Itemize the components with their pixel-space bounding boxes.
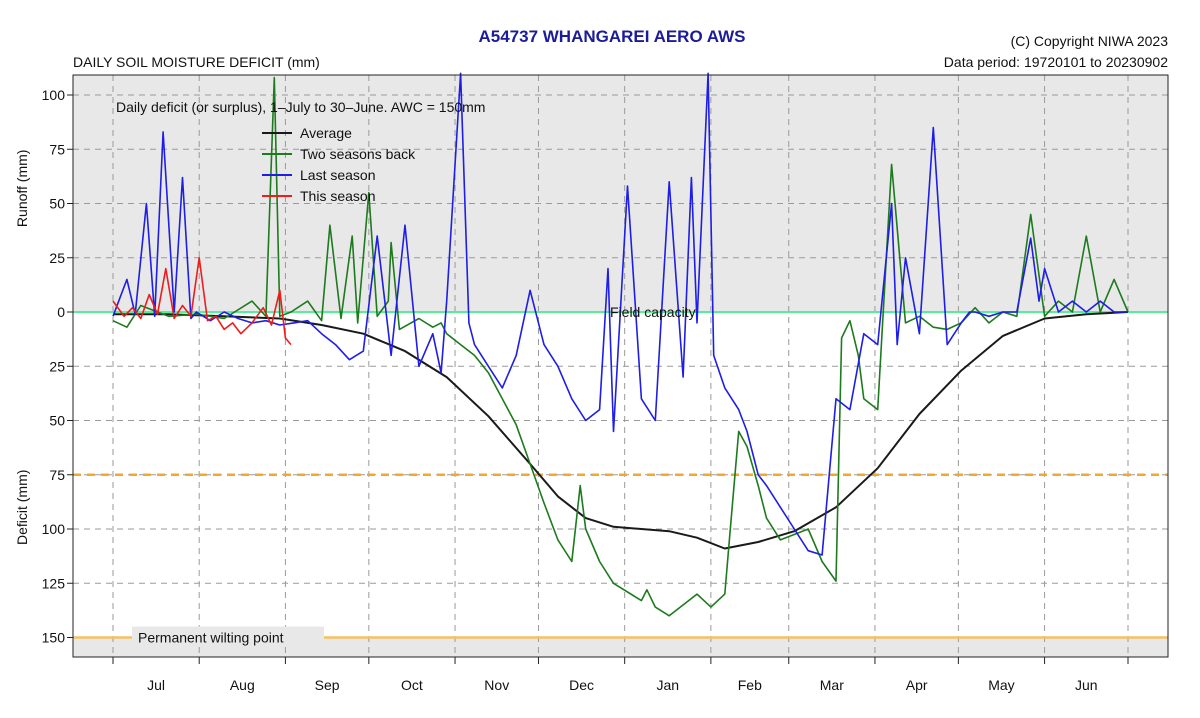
y-tick-label: 25 — [49, 250, 65, 266]
runoff-region — [73, 75, 1168, 312]
copyright-note: (C) Copyright NIWA 2023 — [1010, 33, 1168, 49]
legend-label: Average — [300, 125, 352, 141]
legend-label: This season — [300, 188, 375, 204]
wilting-point-label: Permanent wilting point — [138, 630, 284, 646]
x-tick-label: Jun — [1075, 677, 1098, 693]
y-tick-label: 100 — [42, 87, 66, 103]
y-tick-label: 150 — [42, 630, 66, 646]
y-tick-label: 25 — [49, 358, 65, 374]
x-tick-label: Apr — [906, 677, 928, 693]
x-tick-label: Jan — [656, 677, 679, 693]
x-tick-label: Sep — [315, 677, 340, 693]
y-tick-label: 100 — [42, 521, 66, 537]
wilting-label-bg — [132, 626, 324, 647]
x-tick-label: Oct — [401, 677, 423, 693]
y-tick-label: 75 — [49, 141, 65, 157]
chart-title: A54737 WHANGAREI AERO AWS — [478, 27, 746, 46]
series-average — [113, 311, 1129, 550]
data-period: Data period: 19720101 to 20230902 — [943, 54, 1168, 70]
y-tick-label: 50 — [49, 413, 65, 429]
x-tick-label: Aug — [230, 677, 255, 693]
deficit-region — [73, 312, 1168, 657]
legend-label: Last season — [300, 167, 376, 183]
series-this-season — [112, 256, 292, 346]
y-axis-title-deficit: Deficit (mm) — [14, 470, 30, 545]
x-tick-label: Dec — [569, 677, 594, 693]
x-tick-label: May — [988, 677, 1014, 693]
chart-subtitle: DAILY SOIL MOISTURE DEFICIT (mm) — [73, 54, 320, 70]
below-wilting-region — [73, 637, 1168, 657]
y-tick-label: 50 — [49, 196, 65, 212]
y-axis-title-runoff: Runoff (mm) — [14, 150, 30, 228]
x-tick-label: Nov — [484, 677, 509, 693]
y-tick-label: 0 — [57, 304, 65, 320]
field-capacity-label: Field capacity — [610, 304, 696, 320]
x-tick-label: Feb — [738, 677, 762, 693]
series-two-seasons-back — [112, 76, 1129, 617]
y-tick-label: 125 — [42, 575, 66, 591]
y-tick-label: 75 — [49, 467, 65, 483]
x-tick-label: Mar — [820, 677, 844, 693]
chart-description: Daily deficit (or surplus), 1–July to 30… — [116, 99, 485, 115]
legend-label: Two seasons back — [300, 146, 416, 162]
x-tick-label: Jul — [147, 677, 165, 693]
